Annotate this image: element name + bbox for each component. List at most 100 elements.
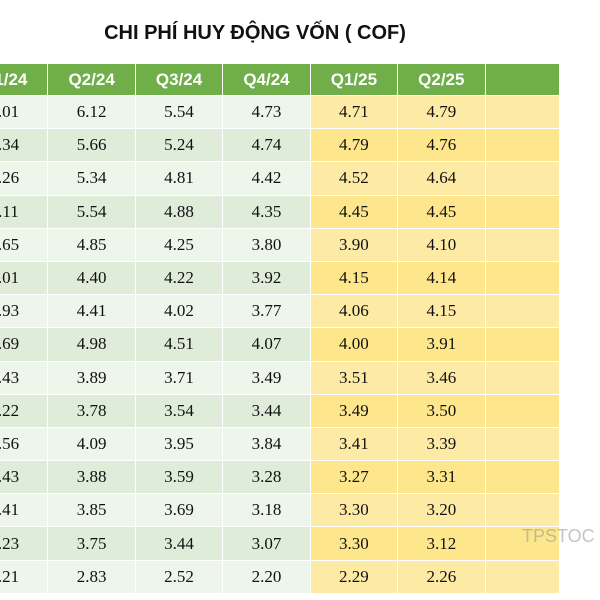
cell: 5.66	[47, 128, 136, 163]
cell: 4.98	[47, 327, 136, 362]
table-row: 7.016.125.544.734.714.79	[0, 94, 561, 130]
cell: 4.00	[309, 327, 399, 362]
cell: 3.44	[134, 526, 224, 561]
column-header: Q1/24	[0, 63, 49, 96]
table-row: 4.564.093.953.843.413.39	[0, 426, 561, 462]
table-row: 4.433.883.593.283.273.31	[0, 460, 561, 495]
cell: 4.74	[222, 128, 311, 163]
cof-table: Q1/24Q2/24Q3/24Q4/24Q1/25Q2/257.016.125.…	[0, 63, 561, 594]
cell: 6.26	[0, 161, 49, 196]
cell: 3.28	[222, 460, 311, 495]
cell: 3.75	[47, 526, 136, 561]
cell: 3.30	[309, 493, 399, 528]
cell: 3.90	[309, 227, 399, 262]
cell: 4.64	[397, 161, 486, 196]
cell: 3.89	[47, 360, 136, 395]
cell	[484, 460, 561, 495]
cell: 4.35	[222, 194, 311, 229]
cell: 3.92	[222, 260, 311, 296]
cell	[484, 526, 561, 561]
cell: 3.31	[397, 460, 486, 495]
cell: 5.24	[134, 128, 224, 163]
cell: 4.79	[309, 128, 399, 163]
cell: 5.54	[47, 194, 136, 229]
cell: 4.52	[309, 161, 399, 196]
cell: 3.46	[397, 360, 486, 395]
watermark: TPSTOC	[522, 526, 595, 546]
cell: 3.20	[397, 493, 486, 528]
column-header: Q1/25	[309, 63, 399, 96]
table-row: 5.014.404.223.924.154.14	[0, 260, 561, 296]
cell: 3.41	[309, 426, 399, 462]
cell: 4.56	[0, 426, 49, 462]
cell: 3.84	[222, 426, 311, 462]
cell: 3.49	[309, 393, 399, 428]
cell: 4.25	[134, 227, 224, 262]
table-row: 6.115.544.884.354.454.45	[0, 194, 561, 229]
cell: 3.95	[134, 426, 224, 462]
cell: 4.71	[309, 94, 399, 130]
table-row: 4.433.893.713.493.513.46	[0, 360, 561, 395]
cell: 3.21	[0, 559, 49, 594]
table-row: 4.934.414.023.774.064.15	[0, 294, 561, 329]
cell: 3.39	[397, 426, 486, 462]
cell: 4.45	[397, 194, 486, 229]
cell: 6.11	[0, 194, 49, 229]
cell: 4.88	[134, 194, 224, 229]
cell: 2.52	[134, 559, 224, 594]
cell: 4.85	[47, 227, 136, 262]
table-row: 4.233.753.443.073.303.12	[0, 526, 561, 561]
cell	[484, 194, 561, 229]
cell: 4.79	[397, 94, 486, 130]
cell: 4.22	[0, 393, 49, 428]
cell: 6.12	[47, 94, 136, 130]
cell: 4.15	[397, 294, 486, 329]
table-row: 3.212.832.522.202.292.26	[0, 559, 561, 594]
cell: 2.20	[222, 559, 311, 594]
cell: 3.71	[134, 360, 224, 395]
cell	[484, 294, 561, 329]
cell	[484, 559, 561, 594]
cell: 4.73	[222, 94, 311, 130]
column-header	[484, 63, 561, 96]
cell: 3.54	[134, 393, 224, 428]
cell: 4.41	[0, 493, 49, 528]
cell: 4.14	[397, 260, 486, 296]
column-header: Q3/24	[134, 63, 224, 96]
cell: 2.83	[47, 559, 136, 594]
cell	[484, 426, 561, 462]
cell: 3.50	[397, 393, 486, 428]
cell: 4.10	[397, 227, 486, 262]
cell: 3.27	[309, 460, 399, 495]
column-header: Q4/24	[222, 63, 311, 96]
cell: 4.40	[47, 260, 136, 296]
cell: 3.69	[134, 493, 224, 528]
cell: 2.26	[397, 559, 486, 594]
cell: 4.81	[134, 161, 224, 196]
table-row: 4.413.853.693.183.303.20	[0, 493, 561, 528]
cell: 4.22	[134, 260, 224, 296]
cell: 3.07	[222, 526, 311, 561]
title: CHI PHÍ HUY ĐỘNG VỐN ( COF)	[104, 22, 406, 44]
cell: 6.34	[0, 128, 49, 163]
cell	[484, 128, 561, 163]
cell: 5.65	[0, 227, 49, 262]
cell: 4.07	[222, 327, 311, 362]
cell: 5.54	[134, 94, 224, 130]
table-row: 4.223.783.543.443.493.50	[0, 393, 561, 428]
cell: 3.12	[397, 526, 486, 561]
cell: 3.78	[47, 393, 136, 428]
cell: 3.44	[222, 393, 311, 428]
cell: 4.09	[47, 426, 136, 462]
cell	[484, 327, 561, 362]
cell: 4.76	[397, 128, 486, 163]
cell: 3.91	[397, 327, 486, 362]
cell: 4.51	[134, 327, 224, 362]
cell	[484, 493, 561, 528]
cell: 4.42	[222, 161, 311, 196]
cell: 3.51	[309, 360, 399, 395]
column-header: Q2/24	[47, 63, 136, 96]
cell	[484, 161, 561, 196]
table-row: 6.265.344.814.424.524.64	[0, 161, 561, 196]
